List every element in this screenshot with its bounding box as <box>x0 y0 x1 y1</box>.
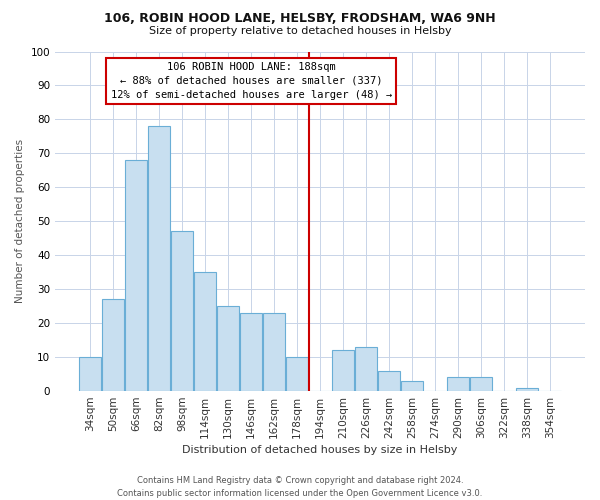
Bar <box>240 313 262 391</box>
Bar <box>217 306 239 391</box>
Bar <box>332 350 354 391</box>
Bar <box>194 272 216 391</box>
Bar <box>447 378 469 391</box>
Bar <box>125 160 147 391</box>
Text: Size of property relative to detached houses in Helsby: Size of property relative to detached ho… <box>149 26 451 36</box>
Text: 106 ROBIN HOOD LANE: 188sqm
← 88% of detached houses are smaller (337)
12% of se: 106 ROBIN HOOD LANE: 188sqm ← 88% of det… <box>110 62 392 100</box>
Bar <box>286 357 308 391</box>
Bar <box>148 126 170 391</box>
Bar <box>171 232 193 391</box>
Bar <box>470 378 492 391</box>
Bar <box>401 381 423 391</box>
Bar <box>79 357 101 391</box>
Y-axis label: Number of detached properties: Number of detached properties <box>15 139 25 304</box>
Bar <box>516 388 538 391</box>
Bar <box>263 313 285 391</box>
Bar <box>355 347 377 391</box>
Text: 106, ROBIN HOOD LANE, HELSBY, FRODSHAM, WA6 9NH: 106, ROBIN HOOD LANE, HELSBY, FRODSHAM, … <box>104 12 496 26</box>
Bar <box>102 300 124 391</box>
X-axis label: Distribution of detached houses by size in Helsby: Distribution of detached houses by size … <box>182 445 458 455</box>
Bar <box>378 370 400 391</box>
Text: Contains HM Land Registry data © Crown copyright and database right 2024.
Contai: Contains HM Land Registry data © Crown c… <box>118 476 482 498</box>
